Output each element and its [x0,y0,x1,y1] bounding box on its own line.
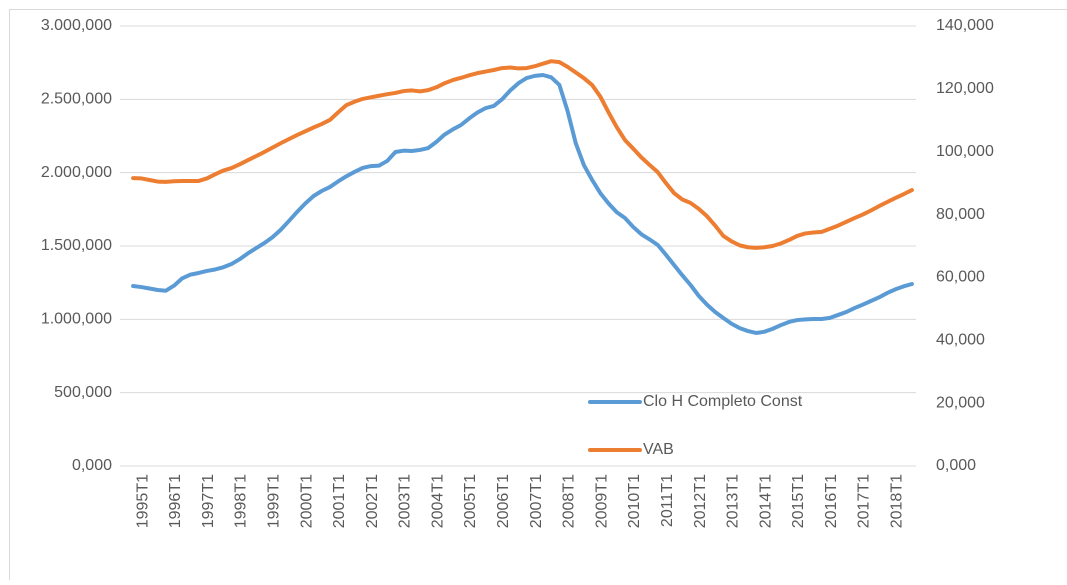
x-tick-label: 2003T1 [397,474,414,528]
x-tick-label: 2014T1 [757,474,774,528]
y2-tick-label: 0,000 [936,457,976,474]
x-tick-label: 2008T1 [561,474,578,528]
x-tick-label: 1999T1 [265,474,282,528]
x-tick-label: 2010T1 [626,474,643,528]
y-tick-label: 500,000 [54,384,112,401]
x-tick-label: 2011T1 [659,474,676,527]
x-tick-label: 2007T1 [528,474,545,528]
series-line [133,75,912,333]
x-tick-label: 2000T1 [298,474,315,528]
y-tick-label: 3.000,000 [41,17,112,34]
y2-tick-label: 80,000 [936,206,985,223]
x-tick-label: 2018T1 [889,474,906,528]
x-tick-label: 2016T1 [823,474,840,528]
x-tick-label: 1995T1 [134,474,151,528]
x-tick-label: 2002T1 [364,474,381,528]
y2-tick-label: 40,000 [936,332,985,349]
y2-tick-label: 100,000 [936,143,994,160]
x-tick-label: 1996T1 [167,474,184,528]
x-tick-label: 1997T1 [200,474,217,528]
x-tick-label: 2005T1 [462,474,479,528]
x-tick-label: 2004T1 [429,474,446,528]
x-tick-label: 1998T1 [233,474,250,528]
y2-tick-label: 120,000 [936,80,994,97]
x-tick-label: 2012T1 [692,474,709,528]
x-tick-label: 2013T1 [725,474,742,528]
y2-tick-label: 60,000 [936,269,985,286]
series-line [133,61,912,248]
x-tick-label: 2006T1 [495,474,512,528]
legend-label: Clo H Completo Const [643,393,803,410]
x-tick-label: 2015T1 [790,474,807,528]
x-tick-label: 2001T1 [331,474,348,528]
x-tick-label: 2009T1 [593,474,610,528]
y-tick-label: 2.500,000 [41,91,112,108]
y-tick-label: 1.500,000 [41,237,112,254]
y-tick-label: 2.000,000 [41,164,112,181]
y2-tick-label: 140,000 [936,17,994,34]
y2-tick-label: 20,000 [936,394,985,411]
y-tick-label: 0,000 [72,457,112,474]
y-tick-label: 1.000,000 [41,311,112,328]
x-tick-label: 2017T1 [856,474,873,528]
legend-label: VAB [643,441,674,458]
